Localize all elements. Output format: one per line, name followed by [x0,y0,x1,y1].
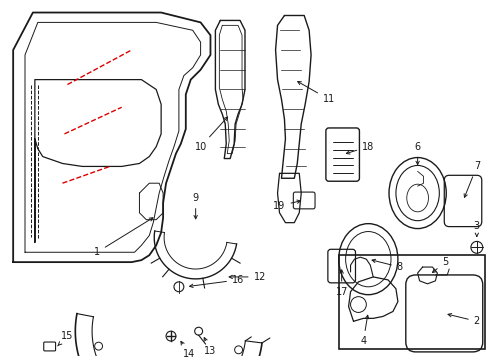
Text: 2: 2 [447,314,479,326]
Text: 17: 17 [335,270,347,297]
Text: 10: 10 [194,117,227,152]
Text: 11: 11 [297,81,334,104]
Text: 15: 15 [58,331,74,346]
Text: 19: 19 [273,200,300,211]
Bar [338,255,484,349]
Text: 1: 1 [94,218,153,257]
Text: 12: 12 [229,272,265,282]
Text: 3: 3 [473,221,479,237]
Text: 5: 5 [431,257,447,273]
Text: 13: 13 [203,338,216,356]
Text: 16: 16 [189,275,244,288]
Text: 4: 4 [360,315,368,346]
Text: 8: 8 [371,259,402,272]
Text: 7: 7 [463,161,479,197]
Text: 6: 6 [414,142,420,165]
Text: 14: 14 [181,341,195,359]
Text: 18: 18 [346,142,374,154]
Text: 9: 9 [192,193,198,219]
